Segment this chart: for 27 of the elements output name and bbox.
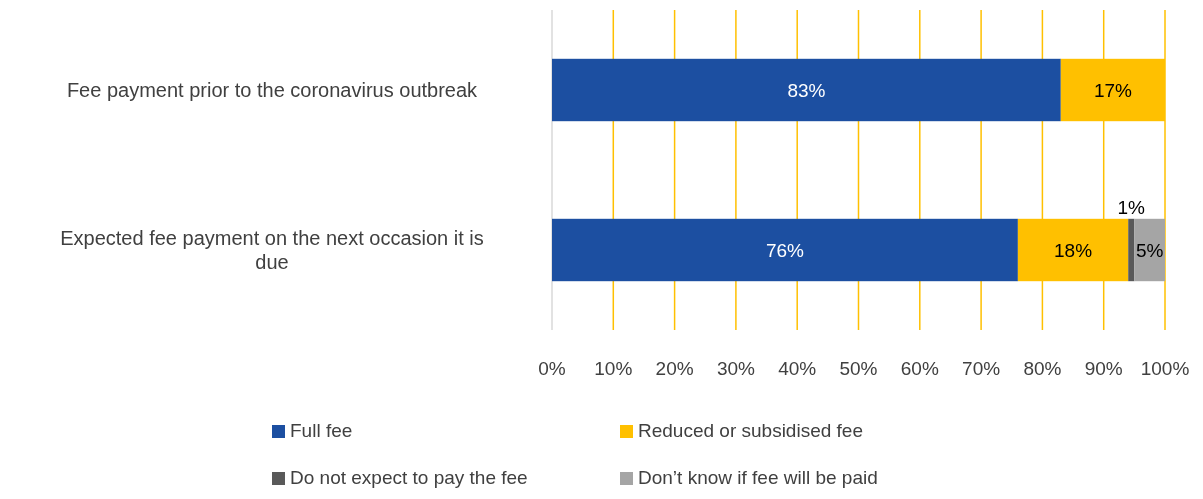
- legend-label: Do not expect to pay the fee: [290, 467, 528, 488]
- y-tick-label: Expected fee payment on the next occasion it is due: [60, 227, 484, 273]
- bar: [1134, 218, 1165, 282]
- x-tick-label: 60%: [900, 358, 939, 379]
- bar: [552, 58, 1061, 122]
- x-tick-label: 40%: [778, 358, 817, 379]
- data-label: 1%: [1117, 196, 1146, 218]
- x-tick-label: 30%: [716, 358, 756, 379]
- legend-label: Don’t know if fee will be paid: [638, 467, 878, 488]
- data-label: 17%: [1093, 80, 1133, 101]
- x-tick-label: 10%: [594, 358, 633, 379]
- legend-label: Full fee: [290, 420, 353, 441]
- x-tick-label: 50%: [839, 358, 878, 379]
- data-label: 76%: [765, 240, 805, 261]
- legend-label: Reduced or subsidised fee: [638, 420, 863, 441]
- data-label: 18%: [1054, 240, 1093, 261]
- x-tick-label: 20%: [655, 358, 694, 379]
- bar: [1128, 218, 1135, 282]
- data-label: 83%: [787, 80, 826, 101]
- x-tick-label: 70%: [962, 358, 1001, 379]
- bar: [552, 218, 1018, 282]
- x-tick-label: 100%: [1140, 358, 1190, 379]
- x-tick-label: 0%: [538, 358, 566, 379]
- x-tick-label: 90%: [1084, 358, 1123, 379]
- data-label: 5%: [1135, 240, 1164, 261]
- y-tick-label: Fee payment prior to the coronavirus outbreak: [66, 79, 479, 101]
- x-tick-label: 80%: [1023, 358, 1062, 379]
